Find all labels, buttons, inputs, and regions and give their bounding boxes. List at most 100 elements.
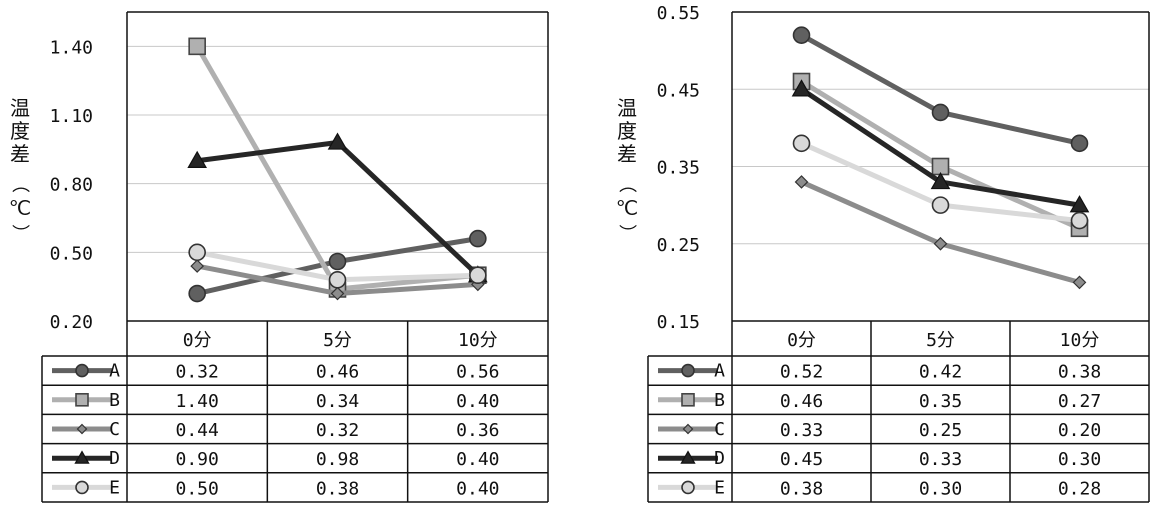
data-point-D — [1069, 195, 1090, 213]
category-label: 5分 — [926, 330, 955, 351]
category-label: 10分 — [1060, 330, 1100, 351]
legend-label-D: D — [109, 448, 120, 469]
y-tick-label: 1.40 — [50, 37, 93, 58]
data-point-C — [330, 286, 345, 301]
category-label: 5分 — [323, 330, 352, 351]
data-point-C — [933, 236, 948, 251]
y-axis-label-char: 差 — [10, 142, 30, 166]
table-value: 0.46 — [780, 391, 823, 412]
table-value: 0.28 — [1058, 478, 1101, 499]
data-point-C — [1072, 275, 1087, 290]
y-axis-label-char: 差 — [617, 142, 637, 166]
data-point-D — [187, 150, 208, 168]
legend-key-marker-C — [76, 423, 88, 435]
data-point-C — [190, 259, 205, 273]
category-label: 0分 — [183, 330, 212, 351]
data-point-E — [1070, 211, 1089, 230]
y-axis-label-char: ℃ — [616, 196, 638, 220]
table-value: 0.52 — [780, 362, 823, 383]
legend-label-C: C — [714, 419, 725, 440]
legend-key-marker-E — [75, 480, 89, 495]
category-label: 10分 — [458, 330, 498, 351]
y-axis-label-char: 温 — [10, 96, 30, 120]
data-point-D — [327, 132, 348, 150]
legend-label-A: A — [714, 361, 725, 382]
table-value: 0.40 — [456, 478, 499, 499]
table-value: 0.56 — [456, 362, 499, 383]
data-point-E — [188, 243, 206, 262]
table-value: 0.34 — [316, 391, 359, 412]
data-point-A — [1070, 134, 1089, 153]
table-value: 0.40 — [456, 449, 499, 470]
y-axis-label-char: ℃ — [9, 196, 31, 220]
table-value: 0.42 — [919, 362, 962, 383]
y-tick-label: 0.15 — [657, 312, 700, 333]
y-tick-label: 0.45 — [657, 80, 700, 101]
table-value: 0.25 — [919, 420, 962, 441]
table-value: 0.50 — [175, 478, 218, 499]
data-point-E — [469, 266, 487, 285]
table-value: 0.44 — [175, 420, 218, 441]
data-point-A — [931, 103, 950, 122]
data-point-C — [794, 175, 809, 189]
y-axis-label-char: ） — [9, 224, 30, 242]
table-value: 0.20 — [1058, 420, 1101, 441]
legend-key-marker-E — [681, 480, 695, 495]
table-value: 0.30 — [919, 478, 962, 499]
y-tick-label: 0.25 — [657, 235, 700, 256]
y-tick-label: 0.20 — [50, 312, 93, 333]
legend-label-E: E — [714, 477, 725, 498]
data-point-D — [791, 79, 812, 97]
data-point-A — [328, 252, 347, 271]
legend-key-marker-B — [75, 392, 89, 407]
table-value: 0.90 — [175, 449, 218, 470]
table-value: 0.32 — [175, 362, 218, 383]
y-axis-label-char: 度 — [617, 119, 637, 143]
data-point-E — [792, 134, 811, 153]
y-axis-label-char: （ — [616, 175, 637, 193]
y-tick-label: 0.80 — [50, 175, 93, 196]
y-tick-label: 0.50 — [50, 243, 93, 264]
table-value: 0.36 — [456, 420, 499, 441]
data-point-A — [469, 229, 487, 248]
legend-label-E: E — [109, 477, 120, 498]
chart-2: 0.15 0.25 0.35 0.45 0.55 温度差 （ ℃ ） 0分 5分 10分 A 0.52 0.… — [616, 3, 1150, 503]
legend-key-marker-A — [75, 363, 89, 378]
data-point-E — [931, 196, 950, 214]
legend-key-marker-C — [682, 423, 694, 435]
legend-key-marker-A — [681, 363, 695, 378]
table-value: 0.35 — [919, 391, 962, 412]
data-point-B — [188, 37, 206, 56]
legend-key-marker-D — [680, 450, 696, 464]
chart-1: 0.20 0.50 0.80 1.10 1.40 温度差 （ ℃ ） 0分 5分 10分 A 0.32 0.… — [9, 11, 549, 503]
data-point-A — [188, 284, 206, 303]
table-value: 0.33 — [780, 420, 823, 441]
table-value: 0.38 — [316, 478, 359, 499]
data-point-A — [792, 26, 811, 44]
y-axis-label-char: ） — [616, 224, 637, 242]
y-tick-label: 1.10 — [50, 106, 93, 127]
data-point-E — [328, 270, 347, 289]
legend-label-A: A — [109, 361, 120, 382]
legend-label-B: B — [714, 390, 725, 411]
table-value: 0.38 — [1058, 362, 1101, 383]
table-value: 0.30 — [1058, 449, 1101, 470]
y-tick-label: 0.55 — [657, 3, 700, 24]
legend-label-D: D — [714, 448, 725, 469]
data-point-D — [930, 171, 951, 190]
y-axis-label-char: （ — [9, 175, 30, 193]
table-value: 0.45 — [780, 449, 823, 470]
legend-key-marker-B — [681, 392, 695, 407]
table-value: 0.40 — [456, 391, 499, 412]
legend-key-marker-D — [74, 450, 90, 464]
table-value: 0.46 — [316, 362, 359, 383]
y-axis-label-char: 温 — [617, 96, 637, 120]
table-value: 0.27 — [1058, 391, 1101, 412]
y-tick-label: 0.35 — [657, 158, 700, 179]
table-value: 0.98 — [316, 449, 359, 470]
category-label: 0分 — [787, 330, 816, 351]
table-value: 0.38 — [780, 478, 823, 499]
table-value: 1.40 — [175, 391, 218, 412]
legend-label-C: C — [109, 419, 120, 440]
